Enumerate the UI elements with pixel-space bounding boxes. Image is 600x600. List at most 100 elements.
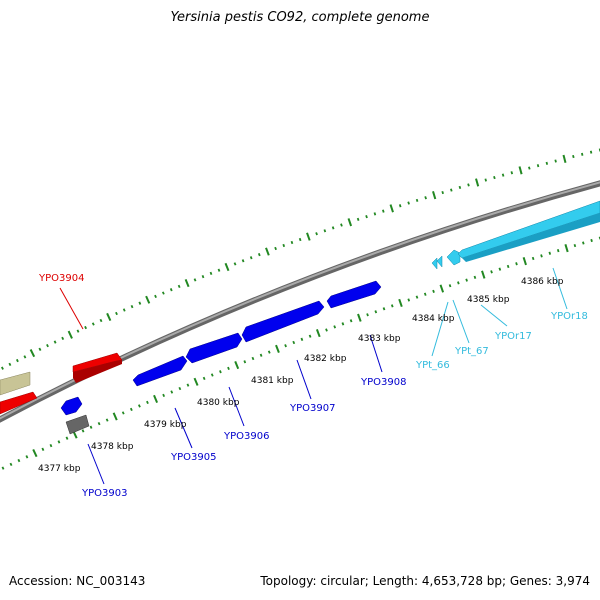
minor-tick (545, 161, 549, 165)
minor-tick (498, 267, 502, 271)
minor-tick (308, 334, 312, 338)
minor-tick (65, 436, 69, 440)
tick-labels: 4377 kbp 4378 kbp 4379 kbp 4380 kbp 4381… (38, 277, 564, 474)
minor-tick (209, 271, 213, 276)
outer-tick-track (1, 148, 600, 370)
leader-ypo3903 (87, 443, 105, 485)
minor-tick (129, 407, 133, 412)
major-tick (475, 178, 480, 187)
genome-backbone (0, 180, 600, 423)
minor-tick (154, 294, 157, 299)
major-tick (234, 361, 240, 370)
major-tick (357, 313, 362, 322)
minor-tick (282, 243, 286, 248)
minor-tick (325, 328, 328, 332)
tick-label: 4380 kbp (197, 398, 240, 408)
gene-label-ypor18[interactable]: YPOr18 (550, 311, 588, 322)
minor-tick (202, 376, 206, 381)
minor-tick (493, 175, 496, 180)
gene-label-ypo3908[interactable]: YPO3908 (360, 377, 406, 388)
minor-tick (84, 325, 88, 330)
tick-label: 4378 kbp (91, 442, 134, 452)
major-tick (224, 262, 230, 272)
tick-label: 4379 kbp (144, 420, 187, 430)
minor-tick (23, 355, 27, 359)
minor-tick (536, 164, 540, 168)
gene-label-ypo3904[interactable]: YPO3904 (38, 273, 84, 284)
minor-tick (540, 254, 543, 258)
map-title: Yersinia pestis CO92, complete genome (170, 10, 430, 25)
minor-tick (390, 304, 394, 308)
minor-tick (506, 264, 510, 269)
gene-label-ypor17[interactable]: YPOr17 (494, 331, 532, 342)
major-tick (522, 256, 527, 266)
minor-tick (162, 393, 166, 398)
gene-label-ypt67[interactable]: YPt_67 (454, 346, 489, 357)
gene-label-ypo3907[interactable]: YPO3907 (289, 403, 335, 414)
minor-tick (531, 256, 535, 261)
minor-tick (210, 373, 214, 377)
minor-tick (467, 183, 470, 187)
pseudo-feature-box (65, 414, 90, 435)
gene-ypor17-arrow (446, 249, 461, 266)
leader-ypt67 (452, 299, 470, 344)
minor-tick (57, 440, 61, 444)
minor-tick (407, 201, 410, 205)
gene-ypor18-arrow (457, 200, 600, 259)
major-tick (112, 412, 118, 421)
gene-ypt66-arrow (431, 257, 438, 270)
minor-tick (556, 249, 560, 253)
minor-tick (298, 237, 302, 242)
minor-tick (432, 289, 435, 293)
gene-labels: YPO3904 YPO3903 YPO3905 YPO3906 YPO3907 … (38, 273, 588, 499)
major-tick (562, 154, 567, 163)
minor-tick (243, 360, 247, 364)
minor-tick (484, 178, 487, 182)
minor-tick (1, 466, 5, 470)
gene-ypo3905-arrow (132, 355, 188, 387)
reverse-strand-features (60, 200, 600, 435)
minor-tick (458, 185, 462, 190)
minor-tick (41, 447, 45, 451)
minor-tick (407, 298, 411, 302)
leader-ypor18 (552, 267, 568, 310)
minor-tick (589, 150, 593, 154)
leader-ypt66 (431, 301, 449, 357)
minor-tick (233, 262, 237, 266)
gene-label-ypo3906[interactable]: YPO3906 (223, 431, 269, 442)
tick-label: 4381 kbp (251, 376, 294, 386)
minor-tick (573, 243, 577, 248)
major-tick (518, 166, 523, 175)
minor-tick (292, 340, 296, 345)
minor-tick (450, 188, 453, 192)
leader-ypo3905 (174, 407, 193, 449)
minor-tick (441, 190, 444, 195)
minor-tick (473, 275, 477, 279)
minor-tick (356, 217, 360, 221)
gene-ypo3903-arrow (60, 396, 83, 416)
minor-tick (178, 386, 182, 391)
tick-label: 4386 kbp (521, 277, 564, 287)
leader-ypo3908 (369, 334, 383, 373)
accession-label: Accession: NC_003143 (9, 574, 146, 588)
minor-tick (53, 340, 57, 344)
gene-label-ypo3903[interactable]: YPO3903 (81, 488, 127, 499)
minor-tick (115, 311, 118, 316)
gene-label-ypo3905[interactable]: YPO3905 (170, 452, 216, 463)
major-tick (481, 270, 486, 279)
minor-tick (99, 318, 103, 323)
minor-tick (9, 462, 13, 466)
genome-summary-label: Topology: circular; Length: 4,653,728 bp… (260, 574, 590, 588)
gene-label-ypt66[interactable]: YPt_66 (415, 360, 450, 371)
minor-tick (8, 362, 12, 366)
minor-tick (201, 274, 205, 279)
major-tick (153, 394, 159, 403)
minor-tick (122, 308, 126, 312)
major-tick (439, 284, 445, 293)
tick-label: 4382 kbp (304, 354, 347, 364)
minor-tick (374, 310, 378, 314)
minor-tick (341, 322, 345, 326)
major-tick (347, 218, 353, 227)
minor-tick (331, 226, 335, 230)
